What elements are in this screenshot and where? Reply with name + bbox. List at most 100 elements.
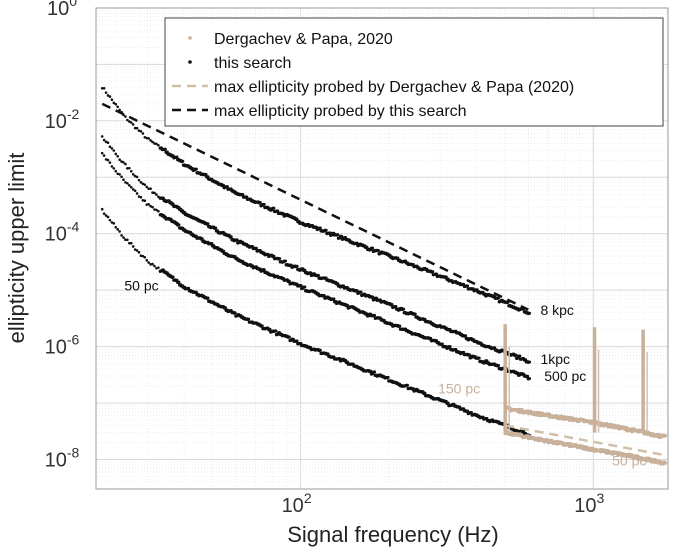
data-point	[295, 217, 299, 221]
data-point	[157, 143, 160, 147]
data-point	[446, 401, 450, 405]
data-point	[133, 248, 137, 251]
data-point	[225, 185, 229, 189]
data-point	[497, 296, 501, 300]
data-point	[128, 241, 131, 245]
data-point	[118, 230, 121, 233]
data-point	[128, 120, 131, 123]
data-point	[131, 123, 135, 126]
data-point	[223, 306, 227, 310]
annotation-label: 150 pc	[438, 381, 480, 397]
data-point	[102, 138, 106, 142]
data-point	[161, 196, 165, 200]
data-point	[287, 279, 291, 283]
data-point	[151, 140, 154, 144]
data-point	[431, 270, 435, 274]
data-point	[398, 324, 402, 328]
data-point	[155, 208, 158, 212]
data-point	[102, 154, 106, 157]
data-point	[151, 262, 154, 266]
data-point	[133, 126, 137, 130]
data-point	[373, 370, 377, 374]
data-point	[345, 303, 349, 307]
data-point	[171, 202, 175, 206]
data-point	[254, 246, 258, 250]
data-point	[278, 257, 282, 261]
data-point	[274, 329, 278, 333]
data-point	[151, 191, 154, 194]
data-point	[468, 353, 472, 357]
data-point	[143, 199, 147, 203]
data-point	[110, 165, 114, 168]
tick-base: 10	[45, 449, 67, 471]
data-point	[100, 135, 104, 138]
data-point	[664, 461, 668, 465]
data-point	[526, 374, 530, 378]
data-point	[120, 175, 123, 179]
data-point	[229, 235, 233, 239]
data-point	[469, 410, 473, 414]
data-point	[355, 289, 359, 293]
data-point	[126, 181, 129, 185]
data-point	[153, 142, 156, 145]
tick-exponent: 0	[69, 0, 77, 9]
plot-frame	[95, 7, 669, 490]
data-point	[112, 101, 116, 105]
data-point	[145, 136, 149, 140]
data-point	[324, 228, 328, 232]
data-point	[149, 263, 152, 266]
data-point	[108, 161, 112, 164]
data-point	[272, 254, 276, 258]
data-point	[149, 187, 152, 190]
data-point	[139, 195, 143, 199]
data-point	[116, 228, 119, 231]
data-point	[124, 115, 127, 118]
data-point	[143, 183, 147, 186]
data-point	[153, 264, 156, 268]
data-point	[118, 173, 121, 176]
data-point	[147, 261, 150, 264]
data-point	[157, 266, 160, 269]
data-point	[126, 167, 129, 170]
data-point	[128, 184, 131, 187]
annotation-label: 1kpc	[540, 351, 570, 367]
data-point	[175, 155, 179, 159]
data-point	[124, 162, 127, 166]
data-point	[100, 207, 104, 211]
data-point	[518, 354, 522, 358]
tick-exponent: -6	[67, 332, 80, 348]
data-point	[114, 152, 118, 156]
data-point	[233, 311, 237, 315]
dergachev-papa-spikes	[503, 324, 648, 433]
data-point	[139, 254, 143, 257]
tick-base: 10	[574, 495, 596, 517]
data-point	[108, 218, 112, 222]
data-point	[114, 102, 118, 106]
data-point	[497, 364, 501, 368]
tick-exponent: -2	[67, 106, 80, 122]
data-point	[340, 234, 344, 238]
data-point	[272, 206, 276, 210]
data-point	[204, 173, 208, 177]
data-point	[235, 238, 239, 242]
tick-exponent: -4	[67, 219, 80, 235]
data-point	[128, 166, 131, 170]
data-point	[423, 391, 427, 395]
data-point	[126, 118, 129, 122]
data-point	[283, 259, 287, 263]
data-point	[303, 268, 307, 272]
series-8-kpc-this-search	[100, 86, 532, 316]
y-tick-label: 10-6	[45, 332, 80, 359]
data-point	[129, 121, 133, 124]
annotation-label: 8 kpc	[540, 302, 573, 318]
data-point	[104, 91, 108, 94]
data-point	[112, 149, 116, 152]
data-point	[120, 234, 123, 237]
data-point	[262, 268, 266, 272]
series-500-pc-this-search	[100, 151, 532, 381]
y-tick-label: 100	[47, 0, 77, 20]
legend-label: this search	[214, 55, 291, 72]
data-point	[151, 205, 154, 209]
data-point	[145, 203, 149, 206]
